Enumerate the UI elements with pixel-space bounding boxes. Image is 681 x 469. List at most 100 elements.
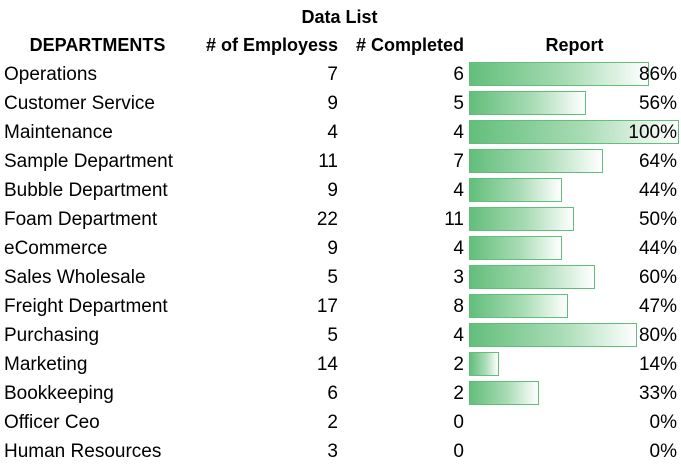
employees-cell[interactable]: 14	[316, 354, 338, 375]
department-cell[interactable]: Freight Department	[4, 296, 168, 317]
databar	[469, 91, 586, 115]
report-cell[interactable]: 50%	[468, 205, 681, 234]
report-cell[interactable]: 14%	[468, 350, 681, 379]
header-departments[interactable]: DEPARTMENTS	[29, 34, 166, 55]
databar-track	[469, 91, 679, 115]
employees-cell[interactable]: 6	[327, 383, 338, 404]
completed-cell[interactable]: 5	[453, 93, 464, 114]
table-row: Operations 7 6 86%	[0, 60, 681, 89]
employees-cell[interactable]: 9	[327, 180, 338, 201]
table-row: Sales Wholesale 5 3 60%	[0, 263, 681, 292]
table-row: eCommerce 9 4 44%	[0, 234, 681, 263]
report-cell[interactable]: 33%	[468, 379, 681, 408]
databar	[469, 294, 568, 318]
employees-cell[interactable]: 4	[327, 122, 338, 143]
databar	[469, 352, 500, 376]
report-percent: 86%	[638, 64, 677, 85]
report-percent: 60%	[638, 267, 677, 288]
employees-cell[interactable]: 3	[327, 441, 338, 462]
report-cell[interactable]: 80%	[468, 321, 681, 350]
employees-cell[interactable]: 5	[327, 325, 338, 346]
completed-cell[interactable]: 2	[453, 354, 464, 375]
department-cell[interactable]: Marketing	[4, 354, 88, 375]
databar-track	[469, 62, 679, 86]
databar-track	[469, 178, 679, 202]
report-percent: 100%	[628, 122, 677, 143]
department-cell[interactable]: eCommerce	[4, 238, 108, 259]
employees-cell[interactable]: 9	[327, 238, 338, 259]
report-cell[interactable]: 56%	[468, 89, 681, 118]
employees-cell[interactable]: 2	[327, 412, 338, 433]
department-cell[interactable]: Sample Department	[4, 151, 173, 172]
report-cell[interactable]: 60%	[468, 263, 681, 292]
header-report[interactable]: Report	[545, 34, 604, 55]
databar	[469, 381, 539, 405]
table-row: Marketing 14 2 14%	[0, 350, 681, 379]
header-employees[interactable]: # of Employess	[205, 34, 338, 55]
completed-cell[interactable]: 0	[453, 412, 464, 433]
completed-cell[interactable]: 4	[453, 180, 464, 201]
completed-cell[interactable]: 4	[453, 325, 464, 346]
report-cell[interactable]: 86%	[468, 60, 681, 89]
completed-cell[interactable]: 7	[453, 151, 464, 172]
completed-cell[interactable]: 4	[453, 238, 464, 259]
table-row: Freight Department 17 8 47%	[0, 292, 681, 321]
completed-cell[interactable]: 2	[453, 383, 464, 404]
department-cell[interactable]: Sales Wholesale	[4, 267, 146, 288]
department-cell[interactable]: Customer Service	[4, 93, 155, 114]
report-percent: 56%	[638, 93, 677, 114]
table-row: Purchasing 5 4 80%	[0, 321, 681, 350]
employees-cell[interactable]: 11	[318, 151, 338, 172]
employees-cell[interactable]: 17	[316, 296, 338, 317]
report-percent: 44%	[638, 238, 677, 259]
data-rows: Operations 7 6 86% Customer Service 9 5 56% Main…	[0, 60, 681, 466]
employees-cell[interactable]: 9	[327, 93, 338, 114]
department-cell[interactable]: Bookkeeping	[4, 383, 114, 404]
table-row: Human Resources 3 0 0%	[0, 437, 681, 466]
sheet-title[interactable]: Data List	[301, 7, 378, 27]
completed-cell[interactable]: 6	[453, 64, 464, 85]
completed-cell[interactable]: 4	[453, 122, 464, 143]
report-cell[interactable]: 44%	[468, 176, 681, 205]
department-cell[interactable]: Maintenance	[4, 122, 113, 143]
databar-track	[469, 149, 679, 173]
completed-cell[interactable]: 8	[453, 296, 464, 317]
databar-track	[469, 352, 679, 376]
completed-cell[interactable]: 11	[444, 209, 464, 230]
databar-track	[469, 294, 679, 318]
header-row: DEPARTMENTS # of Employess # Completed R…	[0, 30, 681, 60]
databar-track	[469, 439, 679, 463]
report-cell[interactable]: 0%	[468, 437, 681, 466]
report-cell[interactable]: 100%	[468, 118, 681, 147]
department-cell[interactable]: Bubble Department	[4, 180, 168, 201]
report-cell[interactable]: 44%	[468, 234, 681, 263]
department-cell[interactable]: Foam Department	[4, 209, 158, 230]
completed-cell[interactable]: 0	[453, 441, 464, 462]
department-cell[interactable]: Purchasing	[4, 325, 100, 346]
databar-track	[469, 207, 679, 231]
databar	[469, 323, 637, 347]
report-percent: 0%	[649, 441, 677, 462]
employees-cell[interactable]: 5	[327, 267, 338, 288]
report-cell[interactable]: 0%	[468, 408, 681, 437]
report-cell[interactable]: 47%	[468, 292, 681, 321]
table-row: Sample Department 11 7 64%	[0, 147, 681, 176]
employees-cell[interactable]: 7	[327, 64, 338, 85]
completed-cell[interactable]: 3	[453, 267, 464, 288]
databar	[469, 62, 649, 86]
databar	[469, 207, 574, 231]
department-cell[interactable]: Human Resources	[4, 441, 162, 462]
employees-cell[interactable]: 22	[316, 209, 338, 230]
department-cell[interactable]: Operations	[4, 64, 97, 85]
report-cell[interactable]: 64%	[468, 147, 681, 176]
databar	[469, 236, 563, 260]
databar	[469, 178, 563, 202]
report-percent: 44%	[638, 180, 677, 201]
department-cell[interactable]: Officer Ceo	[4, 412, 100, 433]
databar	[469, 120, 679, 144]
header-completed[interactable]: # Completed	[355, 34, 464, 55]
databar-track	[469, 120, 679, 144]
databar-track	[469, 410, 679, 434]
databar	[469, 265, 595, 289]
